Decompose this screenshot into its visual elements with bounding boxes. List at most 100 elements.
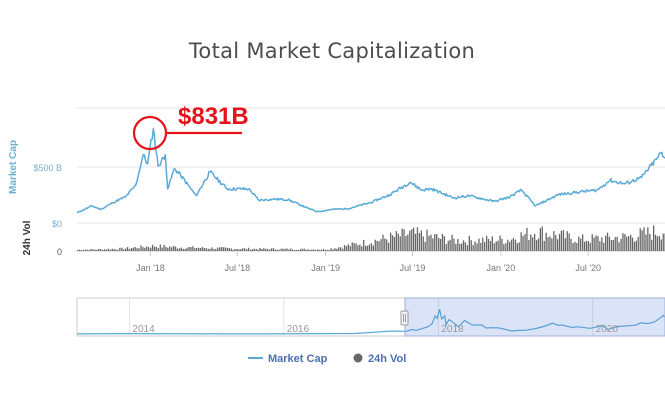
volume-bar: [545, 232, 547, 251]
volume-bar: [217, 247, 219, 251]
volume-bar: [326, 249, 328, 251]
volume-bar: [472, 245, 474, 251]
volume-bar: [591, 234, 593, 251]
volume-bar: [78, 249, 81, 251]
volume-bar: [645, 234, 647, 251]
volume-bar: [562, 230, 565, 251]
volume-bar: [368, 244, 371, 251]
volume-bar: [345, 246, 348, 251]
navigator-left-handle[interactable]: [400, 310, 409, 326]
legend-label-24h-vol: 24h Vol: [368, 353, 406, 365]
volume-bar: [507, 239, 509, 251]
navigator-selected-range[interactable]: [404, 297, 665, 337]
volume-bar: [86, 249, 88, 251]
volume-bar: [278, 249, 280, 251]
volume-bar: [130, 248, 133, 251]
volume-bar: [309, 250, 311, 251]
volume-bar: [510, 239, 513, 251]
volume-bar: [549, 236, 551, 251]
volume-bar: [128, 248, 131, 251]
volume-bar: [261, 249, 263, 251]
volume-bar: [311, 249, 313, 251]
volume-bar: [299, 249, 301, 251]
volume-bar: [107, 248, 109, 251]
volume-bar: [639, 228, 641, 251]
volume-bar: [537, 238, 540, 251]
volume-bar: [512, 237, 515, 251]
volume-bar: [436, 234, 438, 251]
volume-bar: [635, 240, 637, 251]
volume-bar: [234, 249, 236, 251]
volume-bar: [178, 248, 181, 251]
volume-bar: [622, 233, 624, 251]
volume-bar: [558, 233, 561, 251]
navigator-series-line: [76, 308, 665, 335]
volume-bar: [405, 236, 407, 251]
volume-bar: [171, 247, 173, 251]
volume-bar: [532, 237, 534, 251]
volume-bar: [416, 227, 419, 251]
volume-bar: [109, 249, 111, 251]
volume-bar: [305, 249, 307, 251]
volume-bar: [597, 236, 599, 251]
volume-bar: [593, 237, 595, 251]
volume-bar: [242, 248, 244, 251]
volume-bar: [618, 242, 620, 251]
volume-bar: [198, 247, 200, 251]
volume-bar: [380, 239, 382, 251]
volume-bar: [656, 236, 659, 251]
volume-bar: [246, 249, 248, 251]
volume-bar: [616, 236, 618, 251]
volume-bar: [662, 233, 664, 251]
volume-bar: [136, 248, 138, 251]
volume-bar: [486, 235, 488, 251]
volume-bar: [125, 248, 127, 251]
volume-bar: [462, 240, 465, 251]
volume-plot-area: [77, 225, 665, 251]
volume-bar: [424, 241, 426, 251]
volume-bar: [438, 237, 440, 251]
volume-bar: [453, 238, 455, 251]
volume-bar: [207, 248, 209, 251]
volume-bar: [322, 248, 325, 251]
y-tick-label-volume: 0: [57, 247, 62, 257]
volume-bar: [174, 246, 177, 251]
legend-item-market-cap[interactable]: Market Cap: [248, 353, 328, 365]
legend-item-24h-vol[interactable]: 24h Vol: [353, 353, 407, 365]
volume-bar: [292, 249, 294, 251]
volume-bar: [518, 242, 520, 251]
volume-bar: [203, 248, 205, 251]
navigator-tick-label: 2016: [287, 324, 310, 335]
volume-bar: [140, 245, 142, 251]
range-navigator[interactable]: 2014 2016 2018 2020: [76, 297, 665, 337]
volume-bar: [374, 239, 376, 251]
volume-bar: [151, 244, 154, 251]
volume-bar: [102, 249, 104, 251]
volume-bar: [578, 236, 580, 251]
volume-bar: [445, 244, 447, 251]
volume-bar: [478, 238, 480, 251]
volume-bar: [555, 235, 557, 251]
legend-label-market-cap: Market Cap: [268, 353, 328, 365]
volume-bar: [501, 238, 503, 251]
volume-bar: [180, 247, 182, 251]
volume-bar: [411, 229, 413, 251]
volume-bar: [530, 234, 532, 251]
volume-bar: [96, 249, 98, 251]
volume-bar: [317, 249, 319, 251]
volume-bar: [608, 236, 611, 251]
volume-bar: [535, 240, 538, 251]
volume-bar: [157, 248, 159, 251]
volume-bar: [295, 249, 298, 251]
volume-bar: [434, 234, 436, 251]
peak-annotation-label: $831B: [178, 103, 249, 130]
volume-bar: [631, 237, 634, 251]
volume-bar: [351, 242, 353, 251]
volume-bar: [270, 248, 273, 251]
volume-bar: [491, 236, 493, 251]
volume-bar: [372, 245, 374, 251]
volume-bar: [236, 249, 238, 251]
volume-bar: [117, 249, 119, 251]
volume-bar: [484, 242, 486, 251]
